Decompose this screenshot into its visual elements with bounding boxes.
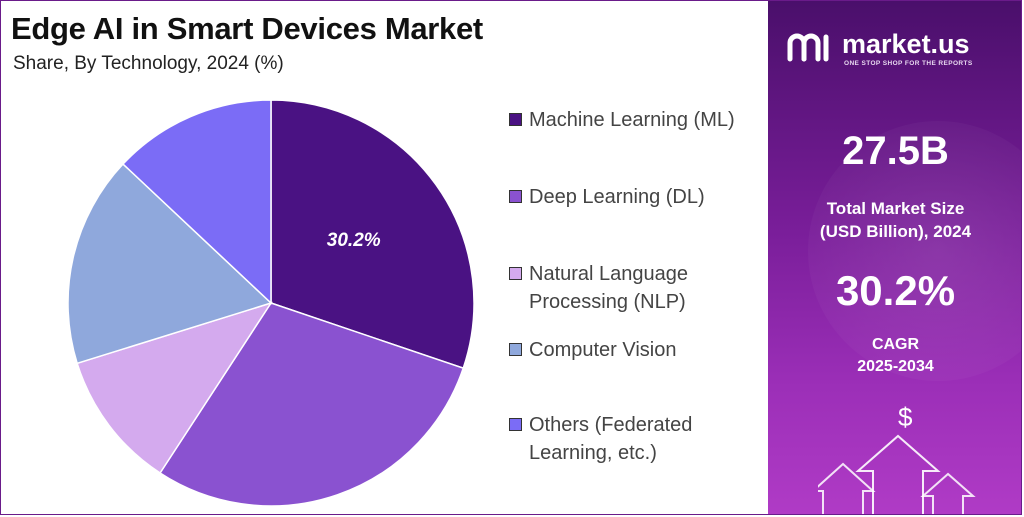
brand-logo: market.us ONE STOP SHOP FOR THE REPORTS — [786, 27, 1006, 67]
legend-label: Deep Learning (DL) — [529, 186, 705, 208]
market-size-value: 27.5B — [842, 129, 949, 173]
summary-panel: market.us ONE STOP SHOP FOR THE REPORTS … — [768, 1, 1021, 514]
pie-slice-others-federated-learning-etc — [121, 99, 272, 305]
cagr-label-line2: 2025-2034 — [857, 358, 934, 375]
brand-name: market.us — [842, 29, 970, 59]
growth-arrows-icon: $ — [818, 402, 976, 514]
market-us-logo-icon — [787, 33, 829, 62]
legend-swatch — [509, 343, 522, 356]
legend-label: Computer Vision — [529, 339, 677, 361]
pie-slice-computer-vision — [67, 162, 273, 365]
chart-subtitle: Share, By Technology, 2024 (%) — [13, 53, 284, 74]
chart-title: Edge AI in Smart Devices Market — [11, 11, 483, 46]
legend-item-computer-vision: Computer Vision — [509, 336, 754, 364]
pie-slice-deep-learning-dl — [159, 302, 465, 507]
legend-label: Machine Learning (ML) — [529, 109, 735, 131]
pie-slice-machine-learning-ml — [270, 99, 475, 370]
legend-swatch — [509, 267, 522, 280]
pie-slice-natural-language-processing-nlp — [76, 301, 273, 475]
brand-tagline: ONE STOP SHOP FOR THE REPORTS — [844, 60, 973, 67]
legend-item-others: Others (Federated Learning, etc.) — [509, 411, 719, 467]
legend-swatch — [509, 113, 522, 126]
legend-swatch — [509, 418, 522, 431]
legend-item-deep-learning: Deep Learning (DL) — [509, 183, 754, 211]
pie-data-label: 30.2% — [327, 230, 381, 251]
market-size-label-line1: Total Market Size — [826, 199, 965, 218]
legend-label: Natural Language Processing (NLP) — [529, 263, 689, 313]
chart-panel: Edge AI in Smart Devices Market Share, B… — [1, 1, 768, 514]
market-size-label-line2: (USD Billion), 2024 — [819, 222, 972, 241]
legend-swatch — [509, 190, 522, 203]
legend-label: Others (Federated Learning, etc.) — [529, 414, 693, 464]
cagr-label-line1: CAGR — [871, 336, 920, 353]
dollar-symbol: $ — [898, 402, 913, 432]
legend-item-machine-learning: Machine Learning (ML) — [509, 106, 754, 134]
pie-chart: 30.2% — [67, 99, 475, 507]
legend-item-nlp: Natural Language Processing (NLP) — [509, 260, 714, 316]
cagr-value: 30.2% — [835, 267, 956, 314]
